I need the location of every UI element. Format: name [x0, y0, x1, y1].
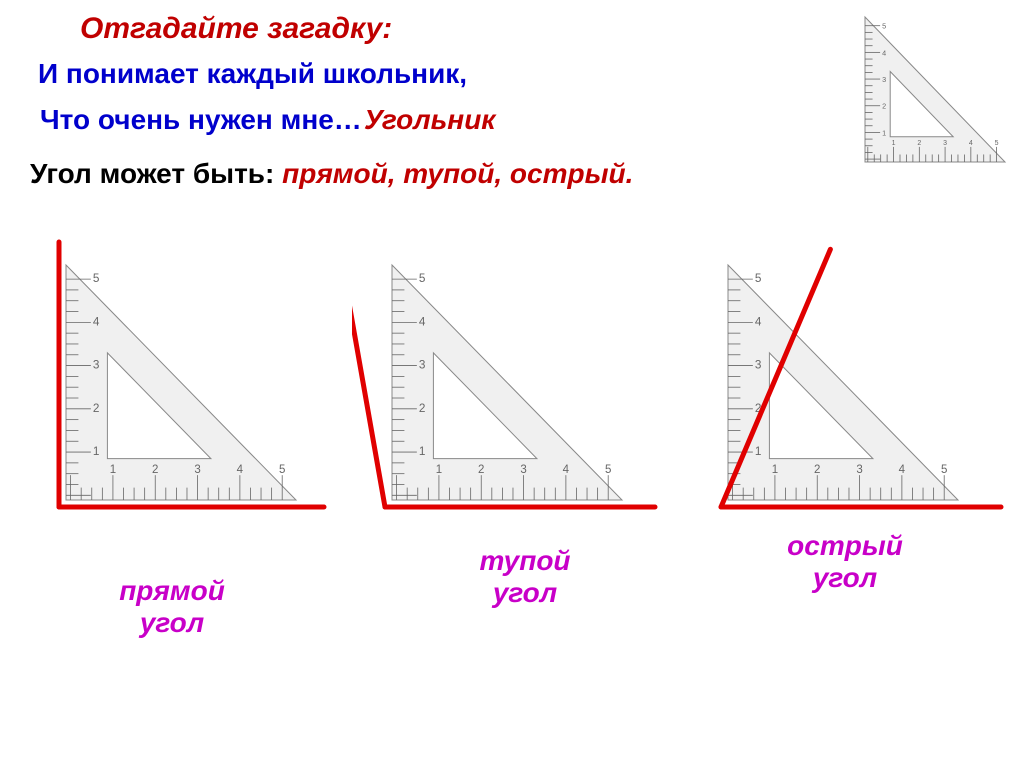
svg-text:3: 3 — [755, 359, 762, 372]
svg-text:5: 5 — [941, 464, 947, 476]
svg-text:1: 1 — [892, 140, 896, 147]
svg-text:3: 3 — [92, 359, 99, 372]
svg-text:2: 2 — [478, 464, 484, 476]
svg-text:3: 3 — [194, 464, 200, 476]
svg-text:2: 2 — [92, 402, 99, 415]
svg-text:2: 2 — [917, 140, 921, 147]
svg-text:1: 1 — [436, 464, 442, 476]
acute-angle-svg: 1234512345 — [693, 230, 1013, 530]
svg-text:4: 4 — [755, 315, 762, 328]
line3a-text: Угол может быть: — [30, 158, 282, 189]
svg-text:4: 4 — [563, 464, 570, 476]
svg-text:1: 1 — [755, 445, 762, 458]
right-label-l2: угол — [72, 607, 272, 639]
svg-text:4: 4 — [419, 315, 426, 328]
corner-set-square-icon: 1 2 3 4 5 1 2 3 4 5 — [860, 12, 1010, 167]
svg-text:2: 2 — [419, 402, 426, 415]
answer-text: Угольник — [364, 104, 496, 135]
svg-text:4: 4 — [899, 464, 906, 476]
line3b-text: прямой, тупой, острый. — [282, 158, 633, 189]
obtuse-angle-svg: 1 2 3 4 5 1 2 3 4 5 — [352, 230, 672, 530]
svg-text:1: 1 — [109, 464, 115, 476]
svg-text:5: 5 — [755, 272, 762, 285]
acute-angle-diagram: 1234512345 — [693, 230, 1013, 530]
obtuse-angle-diagram: 1 2 3 4 5 1 2 3 4 5 — [352, 230, 672, 530]
right-angle-diagram: 1 2 3 4 5 1 2 3 4 5 — [11, 230, 331, 530]
svg-text:1: 1 — [772, 464, 778, 476]
line2-text: Что очень нужен мне… — [40, 104, 362, 135]
svg-text:3: 3 — [882, 75, 886, 84]
svg-text:1: 1 — [92, 445, 99, 458]
riddle-line-2: Что очень нужен мне… — [40, 104, 362, 136]
riddle-answer: Угольник — [364, 104, 496, 136]
svg-text:5: 5 — [882, 22, 886, 31]
right-angle-label: прямой угол — [72, 575, 272, 639]
svg-text:4: 4 — [92, 315, 99, 328]
acute-label-l1: острый — [745, 530, 945, 562]
svg-text:4: 4 — [969, 140, 973, 147]
right-label-l1: прямой — [72, 575, 272, 607]
corner-triangle-svg: 1 2 3 4 5 1 2 3 4 5 — [860, 12, 1010, 167]
svg-text:2: 2 — [814, 464, 820, 476]
obtuse-label-l2: угол — [425, 577, 625, 609]
acute-angle-label: острый угол — [745, 530, 945, 594]
svg-text:1: 1 — [882, 128, 886, 137]
svg-text:5: 5 — [995, 140, 999, 147]
svg-text:1: 1 — [419, 445, 426, 458]
obtuse-angle-label: тупой угол — [425, 545, 625, 609]
svg-text:5: 5 — [279, 464, 285, 476]
angle-diagrams-row: 1 2 3 4 5 1 2 3 4 5 1 2 3 4 5 1 2 3 4 5 1 2 3 4 5 1 2 3 4 5 — [0, 230, 1024, 530]
slide-title: Отгадайте загадку: — [80, 12, 392, 46]
svg-text:2: 2 — [882, 102, 886, 111]
svg-text:4: 4 — [882, 48, 886, 57]
svg-text:5: 5 — [605, 464, 611, 476]
title-text: Отгадайте загадку: — [80, 12, 392, 45]
right-angle-svg: 1 2 3 4 5 1 2 3 4 5 — [11, 230, 331, 530]
angle-types-line: Угол может быть: прямой, тупой, острый. — [30, 158, 633, 190]
svg-text:5: 5 — [92, 272, 99, 285]
svg-text:3: 3 — [857, 464, 863, 476]
svg-text:3: 3 — [943, 140, 947, 147]
line1-text: И понимает каждый школьник, — [38, 58, 467, 89]
svg-text:4: 4 — [236, 464, 243, 476]
angle-labels-row: прямой угол тупой угол острый угол — [0, 530, 1024, 670]
svg-text:3: 3 — [520, 464, 526, 476]
svg-text:2: 2 — [152, 464, 158, 476]
acute-label-l2: угол — [745, 562, 945, 594]
svg-text:5: 5 — [419, 272, 426, 285]
svg-text:3: 3 — [419, 359, 426, 372]
riddle-line-1: И понимает каждый школьник, — [38, 58, 467, 90]
obtuse-label-l1: тупой — [425, 545, 625, 577]
